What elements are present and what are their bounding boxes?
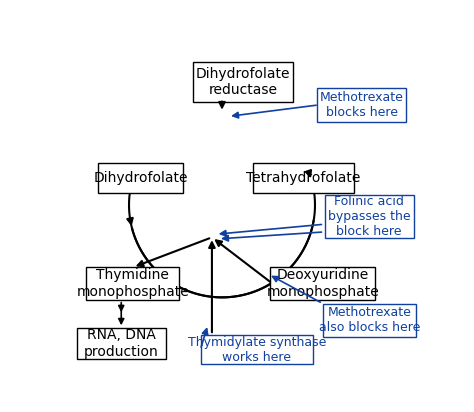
Text: Folinic acid
bypasses the
block here: Folinic acid bypasses the block here — [328, 195, 410, 238]
Text: Thymidylate synthase
works here: Thymidylate synthase works here — [188, 336, 326, 364]
Text: Tetrahydrofolate: Tetrahydrofolate — [246, 171, 361, 185]
FancyBboxPatch shape — [77, 328, 166, 359]
FancyBboxPatch shape — [192, 62, 293, 102]
FancyBboxPatch shape — [325, 195, 414, 238]
FancyBboxPatch shape — [317, 88, 406, 122]
FancyBboxPatch shape — [98, 164, 183, 193]
Text: Dihydrofolate
reductase: Dihydrofolate reductase — [196, 67, 290, 97]
FancyBboxPatch shape — [201, 335, 313, 364]
FancyBboxPatch shape — [253, 164, 354, 193]
Text: Deoxyuridine
monophosphate: Deoxyuridine monophosphate — [266, 269, 379, 299]
Text: RNA, DNA
production: RNA, DNA production — [84, 328, 159, 359]
FancyBboxPatch shape — [86, 267, 179, 300]
Text: Methotrexate
blocks here: Methotrexate blocks here — [319, 91, 403, 119]
FancyBboxPatch shape — [271, 267, 375, 300]
Text: Methotrexate
also blocks here: Methotrexate also blocks here — [319, 307, 420, 335]
Text: Thymidine
monophosphate: Thymidine monophosphate — [76, 269, 189, 299]
FancyBboxPatch shape — [323, 304, 416, 337]
Text: Dihydrofolate: Dihydrofolate — [93, 171, 188, 185]
